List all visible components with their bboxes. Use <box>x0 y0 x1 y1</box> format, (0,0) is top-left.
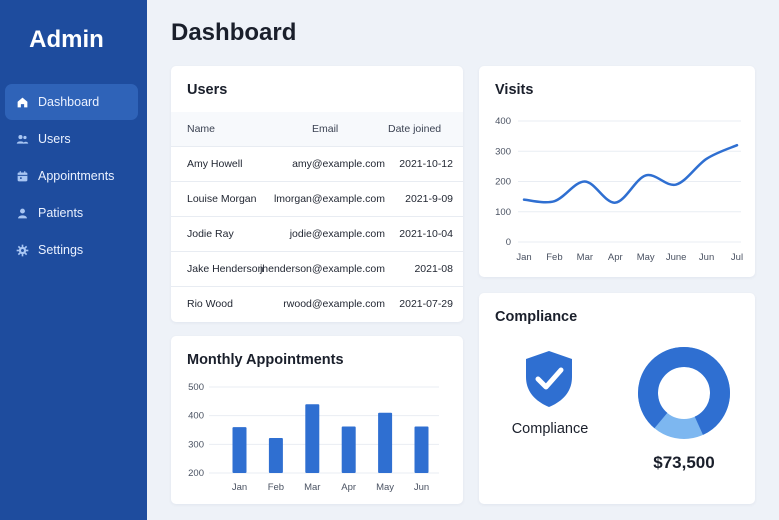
column-header-name[interactable]: Name <box>187 123 216 135</box>
column-header-date-joined[interactable]: Date joined <box>388 123 442 135</box>
x-tick-label: Jan <box>232 482 247 493</box>
users-icon <box>16 133 29 146</box>
y-tick-label: 200 <box>495 177 511 188</box>
y-tick-label: 100 <box>495 207 511 218</box>
cell-email: jodie@example.com <box>289 228 385 240</box>
x-tick-label: Apr <box>608 252 623 263</box>
x-tick-label: Jun <box>699 252 714 263</box>
x-tick-label: May <box>637 252 655 263</box>
compliance-card: Compliance Compliance $73,500 <box>479 293 755 504</box>
y-tick-label: 400 <box>188 411 204 422</box>
cell-name: Louise Morgan <box>187 193 257 205</box>
table-row[interactable]: Jake Henderson jhenderson@example.com 20… <box>171 251 463 286</box>
calendar-icon <box>16 170 29 183</box>
cell-date: 2021-10-12 <box>399 158 453 170</box>
home-icon <box>16 96 29 109</box>
sidebar-item-label: Users <box>38 132 71 146</box>
sidebar-item-dashboard[interactable]: Dashboard <box>5 84 138 120</box>
y-tick-label: 300 <box>188 439 204 450</box>
bar <box>305 404 320 473</box>
gear-icon <box>16 244 29 257</box>
cell-email: rwood@example.com <box>283 298 385 310</box>
cell-name: Jake Henderson <box>187 263 264 275</box>
table-row[interactable]: Jodie Ray jodie@example.com 2021-10-04 <box>171 216 463 251</box>
sidebar-item-users[interactable]: Users <box>5 121 138 157</box>
bar <box>341 426 356 473</box>
appointments-bar-chart: 200 300 400 500 Jan Feb Mar Apr May Jun <box>188 382 439 493</box>
column-header-email[interactable]: Email <box>312 123 339 135</box>
table-row[interactable]: Louise Morgan lmorgan@example.com 2021-9… <box>171 181 463 216</box>
cell-name: Amy Howell <box>187 158 243 170</box>
bar <box>414 426 429 473</box>
y-tick-label: 500 <box>188 382 204 393</box>
sidebar-nav: Dashboard Users Appointments Patients Se… <box>5 84 138 269</box>
compliance-donut-chart <box>638 347 730 439</box>
cell-date: 2021-07-29 <box>399 298 453 310</box>
cell-name: Rio Wood <box>187 298 233 310</box>
x-tick-label: Jun <box>414 482 429 493</box>
sidebar-item-label: Patients <box>38 206 84 220</box>
bar <box>378 412 393 473</box>
sidebar-item-patients[interactable]: Patients <box>5 195 138 231</box>
table-row[interactable]: Rio Wood rwood@example.com 2021-07-29 <box>171 286 463 321</box>
y-tick-label: 300 <box>495 146 511 157</box>
users-card: Users Name Email Date joined Amy Howell … <box>171 66 463 322</box>
visits-series-line <box>522 143 739 204</box>
appointments-card: Monthly Appointments 200 300 400 500 Jan Feb M… <box>171 336 463 504</box>
shield-check-icon <box>526 351 572 407</box>
x-tick-label: Jul <box>731 252 743 263</box>
cell-email: amy@example.com <box>292 158 385 170</box>
x-tick-label: Feb <box>268 482 284 493</box>
sidebar-item-label: Dashboard <box>38 95 100 109</box>
table-header: Name Email Date joined <box>171 112 463 146</box>
visits-card-title: Visits <box>495 82 534 98</box>
x-tick-label: May <box>376 482 394 493</box>
visits-line-chart: 0 100 200 300 400 Jan Feb Mar Apr May June Jun Jul <box>495 116 743 263</box>
page-title: Dashboard <box>171 19 297 46</box>
bar <box>232 427 247 473</box>
x-tick-label: Mar <box>577 252 593 263</box>
appointments-card-title: Monthly Appointments <box>187 352 344 368</box>
cell-email: jhenderson@example.com <box>259 263 385 275</box>
sidebar-item-label: Appointments <box>38 169 115 183</box>
compliance-label: Compliance <box>511 421 589 437</box>
cell-name: Jodie Ray <box>187 228 234 240</box>
y-tick-label: 400 <box>495 116 511 127</box>
sidebar: Admin Dashboard Users Appointments Patie… <box>0 0 147 520</box>
users-card-title: Users <box>187 82 228 98</box>
compliance-card-title: Compliance <box>495 309 578 325</box>
brand-logo: Admin <box>29 26 104 53</box>
table-row[interactable]: Amy Howell amy@example.com 2021-10-12 <box>171 146 463 181</box>
x-tick-label: Mar <box>304 482 320 493</box>
cell-date: 2021-10-04 <box>399 228 453 240</box>
compliance-amount: $73,500 <box>653 453 715 472</box>
x-tick-label: Apr <box>341 482 356 493</box>
cell-date: 2021-08 <box>414 263 453 275</box>
sidebar-item-settings[interactable]: Settings <box>5 232 138 268</box>
bar <box>268 438 283 473</box>
cell-date: 2021-9-09 <box>405 193 453 205</box>
donut-segment-primary <box>638 347 730 439</box>
person-icon <box>16 207 29 220</box>
visits-card: Visits 0 100 200 300 400 Jan Feb Mar Apr May June J… <box>479 66 755 277</box>
x-tick-label: June <box>666 252 687 263</box>
x-tick-label: Jan <box>516 252 531 263</box>
y-tick-label: 0 <box>506 237 511 248</box>
x-tick-label: Feb <box>546 252 562 263</box>
cell-email: lmorgan@example.com <box>273 193 385 205</box>
y-tick-label: 200 <box>188 468 204 479</box>
sidebar-item-appointments[interactable]: Appointments <box>5 158 138 194</box>
sidebar-item-label: Settings <box>38 243 84 257</box>
